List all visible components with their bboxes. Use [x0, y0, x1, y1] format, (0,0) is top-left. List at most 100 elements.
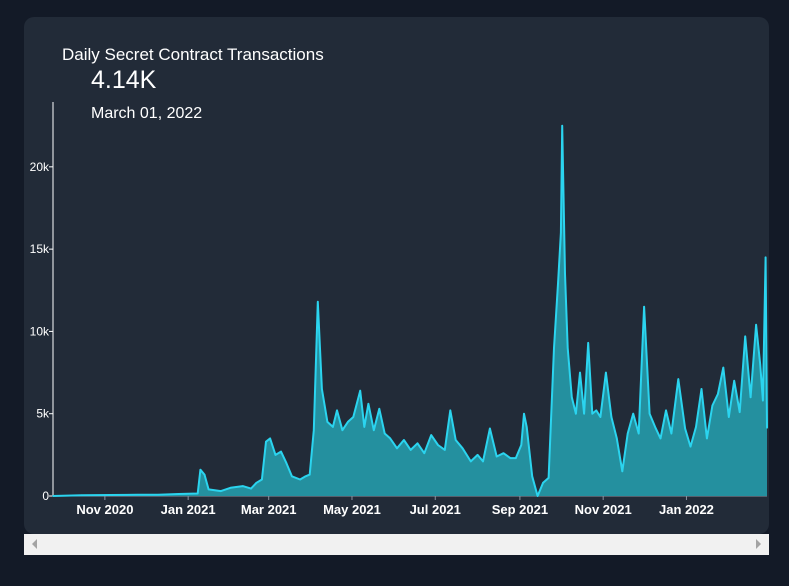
data-point	[616, 437, 618, 440]
scroll-right-icon[interactable]	[756, 539, 761, 549]
data-point	[637, 432, 640, 435]
data-point	[677, 378, 680, 380]
data-point	[347, 421, 349, 423]
x-tick-label: Mar 2021	[241, 502, 297, 517]
data-point	[689, 445, 692, 448]
data-point	[561, 124, 563, 127]
y-tick-label: 0	[42, 489, 49, 503]
y-tick-label: 5k	[36, 407, 50, 421]
data-point	[52, 495, 54, 497]
data-point	[738, 411, 741, 413]
data-point	[495, 455, 498, 458]
data-point	[587, 342, 589, 344]
data-point	[700, 388, 703, 390]
data-point	[308, 473, 311, 476]
data-point	[706, 437, 708, 440]
data-point	[749, 396, 752, 399]
x-tick-label: Nov 2021	[575, 502, 632, 517]
data-point	[80, 494, 83, 497]
data-point	[744, 335, 746, 338]
data-point	[755, 324, 757, 326]
data-point	[430, 434, 433, 436]
data-point	[396, 447, 398, 450]
data-point	[409, 449, 412, 451]
data-point	[733, 380, 735, 382]
series-area-fill	[53, 125, 767, 496]
data-point	[203, 473, 206, 476]
y-tick-label: 15k	[30, 242, 50, 256]
data-point	[274, 454, 277, 456]
data-point	[722, 366, 725, 369]
x-tick-label: Nov 2020	[76, 502, 133, 517]
data-point	[317, 301, 319, 303]
data-point	[648, 412, 651, 415]
data-point	[280, 450, 282, 453]
data-point	[525, 426, 528, 428]
data-point	[265, 440, 267, 443]
scroll-left-icon[interactable]	[32, 539, 37, 549]
x-axis: Nov 2020 Jan 2021 Mar 2021 May 2021 Jul 2021…	[76, 496, 714, 517]
data-point	[352, 416, 355, 418]
data-point	[454, 439, 457, 441]
x-tick-label: May 2021	[323, 502, 381, 517]
data-point	[759, 363, 761, 366]
data-point	[665, 409, 667, 412]
data-point	[610, 416, 613, 418]
data-point	[416, 442, 419, 445]
data-point	[437, 444, 439, 446]
data-point	[341, 429, 344, 432]
data-point	[304, 475, 307, 478]
data-point	[367, 403, 370, 405]
data-point	[695, 426, 697, 428]
data-point	[378, 408, 381, 410]
data-point	[626, 432, 629, 435]
y-tick-label: 20k	[30, 160, 50, 174]
series-points	[52, 124, 768, 497]
data-point	[762, 399, 764, 402]
data-point	[583, 412, 585, 415]
data-point	[269, 437, 271, 440]
data-point	[670, 432, 673, 435]
data-point	[177, 493, 180, 495]
x-tick-label: Jan 2022	[659, 502, 714, 517]
data-point	[575, 412, 577, 415]
data-point	[560, 231, 562, 234]
data-point	[684, 427, 686, 430]
data-point	[136, 494, 139, 496]
data-point	[536, 495, 539, 497]
data-point	[605, 371, 607, 374]
data-point	[659, 437, 662, 440]
y-tick-label: 10k	[30, 324, 50, 338]
data-point	[199, 468, 202, 471]
data-point	[332, 426, 334, 428]
data-point	[242, 485, 244, 487]
data-point	[250, 487, 252, 490]
data-point	[229, 487, 232, 489]
horizontal-scrollbar[interactable]	[24, 534, 769, 555]
data-point	[502, 452, 505, 455]
data-point	[711, 404, 714, 407]
data-point	[547, 477, 550, 479]
data-point	[523, 412, 525, 415]
data-point	[109, 494, 112, 496]
data-point	[336, 409, 338, 412]
data-point	[621, 470, 624, 473]
data-point	[766, 427, 768, 429]
data-point	[557, 281, 559, 283]
data-point	[291, 475, 293, 478]
data-point	[326, 421, 329, 423]
data-point	[595, 409, 598, 412]
data-point	[643, 305, 645, 308]
data-point	[383, 432, 386, 435]
data-point	[728, 416, 730, 418]
x-tick-label: Jan 2021	[161, 502, 216, 517]
x-tick-label: Jul 2021	[410, 502, 461, 517]
data-point	[654, 426, 656, 428]
data-point	[470, 460, 472, 463]
data-point	[220, 490, 222, 492]
data-point	[363, 426, 366, 428]
data-point	[313, 429, 315, 432]
chart-title: Daily Secret Contract Transactions	[62, 45, 324, 64]
data-point	[482, 460, 484, 463]
